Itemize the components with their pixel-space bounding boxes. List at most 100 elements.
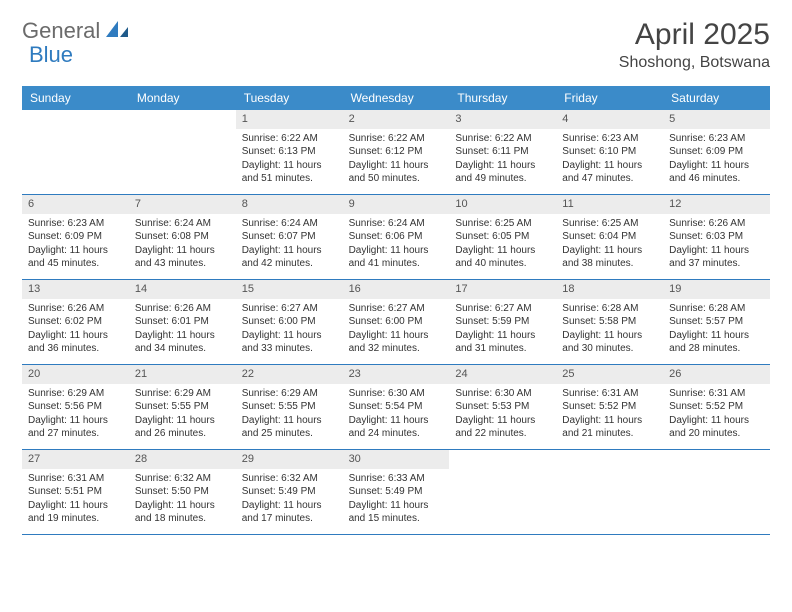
sunrise-text: Sunrise: 6:27 AM (455, 302, 550, 316)
sunset-text: Sunset: 5:59 PM (455, 315, 550, 329)
logo: General (22, 18, 132, 44)
sunrise-text: Sunrise: 6:30 AM (349, 387, 444, 401)
day-number: 28 (129, 450, 236, 469)
day-number: 9 (343, 195, 450, 214)
cell-body: Sunrise: 6:32 AMSunset: 5:49 PMDaylight:… (236, 469, 343, 530)
logo-text-a: General (22, 18, 100, 44)
sunset-text: Sunset: 6:05 PM (455, 230, 550, 244)
sunrise-text: Sunrise: 6:22 AM (242, 132, 337, 146)
logo-sail-icon (104, 19, 130, 44)
cell-body: Sunrise: 6:23 AMSunset: 6:09 PMDaylight:… (663, 129, 770, 190)
cell-body: Sunrise: 6:25 AMSunset: 6:04 PMDaylight:… (556, 214, 663, 275)
day-number: 14 (129, 280, 236, 299)
calendar-cell: 14Sunrise: 6:26 AMSunset: 6:01 PMDayligh… (129, 280, 236, 364)
calendar-cell: 29Sunrise: 6:32 AMSunset: 5:49 PMDayligh… (236, 450, 343, 534)
daylight-text: Daylight: 11 hours and 45 minutes. (28, 244, 123, 271)
title-block: April 2025 Shoshong, Botswana (619, 18, 770, 72)
calendar-cell: 8 Sunrise: 6:24 AMSunset: 6:07 PMDaylight… (236, 195, 343, 279)
daylight-text: Daylight: 11 hours and 42 minutes. (242, 244, 337, 271)
day-number: 2 (343, 110, 450, 129)
calendar-cell: . (449, 450, 556, 534)
week-row: 27Sunrise: 6:31 AMSunset: 5:51 PMDayligh… (22, 450, 770, 535)
sunset-text: Sunset: 5:57 PM (669, 315, 764, 329)
cell-body: Sunrise: 6:30 AMSunset: 5:54 PMDaylight:… (343, 384, 450, 445)
day-header-cell: Friday (556, 86, 663, 110)
daylight-text: Daylight: 11 hours and 49 minutes. (455, 159, 550, 186)
cell-body: Sunrise: 6:23 AMSunset: 6:09 PMDaylight:… (22, 214, 129, 275)
sunset-text: Sunset: 5:53 PM (455, 400, 550, 414)
daylight-text: Daylight: 11 hours and 19 minutes. (28, 499, 123, 526)
calendar-cell: . (556, 450, 663, 534)
sunrise-text: Sunrise: 6:26 AM (28, 302, 123, 316)
sunrise-text: Sunrise: 6:28 AM (669, 302, 764, 316)
cell-body: Sunrise: 6:27 AMSunset: 6:00 PMDaylight:… (343, 299, 450, 360)
calendar-cell: 30Sunrise: 6:33 AMSunset: 5:49 PMDayligh… (343, 450, 450, 534)
calendar-cell: 7Sunrise: 6:24 AMSunset: 6:08 PMDaylight… (129, 195, 236, 279)
daylight-text: Daylight: 11 hours and 47 minutes. (562, 159, 657, 186)
week-row: 20Sunrise: 6:29 AMSunset: 5:56 PMDayligh… (22, 365, 770, 450)
sunrise-text: Sunrise: 6:24 AM (135, 217, 230, 231)
logo-text-b: Blue (29, 42, 73, 68)
sunset-text: Sunset: 6:13 PM (242, 145, 337, 159)
sunset-text: Sunset: 5:50 PM (135, 485, 230, 499)
sunset-text: Sunset: 6:04 PM (562, 230, 657, 244)
week-row: ..1Sunrise: 6:22 AMSunset: 6:13 PMDaylig… (22, 110, 770, 195)
sunrise-text: Sunrise: 6:32 AM (135, 472, 230, 486)
sunrise-text: Sunrise: 6:23 AM (669, 132, 764, 146)
cell-body: Sunrise: 6:27 AMSunset: 5:59 PMDaylight:… (449, 299, 556, 360)
sunrise-text: Sunrise: 6:27 AM (349, 302, 444, 316)
cell-body: Sunrise: 6:24 AMSunset: 6:06 PMDaylight:… (343, 214, 450, 275)
sunset-text: Sunset: 6:07 PM (242, 230, 337, 244)
cell-body: Sunrise: 6:23 AMSunset: 6:10 PMDaylight:… (556, 129, 663, 190)
cell-body: Sunrise: 6:32 AMSunset: 5:50 PMDaylight:… (129, 469, 236, 530)
calendar-cell: 19Sunrise: 6:28 AMSunset: 5:57 PMDayligh… (663, 280, 770, 364)
cell-body: Sunrise: 6:26 AMSunset: 6:02 PMDaylight:… (22, 299, 129, 360)
sunrise-text: Sunrise: 6:33 AM (349, 472, 444, 486)
sunrise-text: Sunrise: 6:31 AM (28, 472, 123, 486)
day-number: 3 (449, 110, 556, 129)
cell-body: Sunrise: 6:29 AMSunset: 5:55 PMDaylight:… (129, 384, 236, 445)
sunrise-text: Sunrise: 6:31 AM (562, 387, 657, 401)
sunrise-text: Sunrise: 6:24 AM (242, 217, 337, 231)
day-header-cell: Sunday (22, 86, 129, 110)
cell-body: Sunrise: 6:28 AMSunset: 5:58 PMDaylight:… (556, 299, 663, 360)
daylight-text: Daylight: 11 hours and 24 minutes. (349, 414, 444, 441)
cell-body: Sunrise: 6:31 AMSunset: 5:52 PMDaylight:… (663, 384, 770, 445)
calendar-cell: 2Sunrise: 6:22 AMSunset: 6:12 PMDaylight… (343, 110, 450, 194)
calendar-cell: 17Sunrise: 6:27 AMSunset: 5:59 PMDayligh… (449, 280, 556, 364)
calendar-cell: 6Sunrise: 6:23 AMSunset: 6:09 PMDaylight… (22, 195, 129, 279)
sunrise-text: Sunrise: 6:26 AM (135, 302, 230, 316)
day-number: 10 (449, 195, 556, 214)
sunrise-text: Sunrise: 6:23 AM (28, 217, 123, 231)
daylight-text: Daylight: 11 hours and 22 minutes. (455, 414, 550, 441)
cell-body: Sunrise: 6:33 AMSunset: 5:49 PMDaylight:… (343, 469, 450, 530)
week-row: 13Sunrise: 6:26 AMSunset: 6:02 PMDayligh… (22, 280, 770, 365)
calendar-cell: . (663, 450, 770, 534)
calendar-cell: 27Sunrise: 6:31 AMSunset: 5:51 PMDayligh… (22, 450, 129, 534)
calendar-cell: 22Sunrise: 6:29 AMSunset: 5:55 PMDayligh… (236, 365, 343, 449)
day-number: 8 (236, 195, 343, 214)
sunrise-text: Sunrise: 6:23 AM (562, 132, 657, 146)
sunset-text: Sunset: 6:10 PM (562, 145, 657, 159)
day-number: 23 (343, 365, 450, 384)
cell-body: Sunrise: 6:31 AMSunset: 5:51 PMDaylight:… (22, 469, 129, 530)
daylight-text: Daylight: 11 hours and 46 minutes. (669, 159, 764, 186)
sunset-text: Sunset: 5:52 PM (669, 400, 764, 414)
day-number: 30 (343, 450, 450, 469)
day-number: 13 (22, 280, 129, 299)
calendar-cell: 9Sunrise: 6:24 AMSunset: 6:06 PMDaylight… (343, 195, 450, 279)
calendar-cell: 28Sunrise: 6:32 AMSunset: 5:50 PMDayligh… (129, 450, 236, 534)
day-number: 12 (663, 195, 770, 214)
daylight-text: Daylight: 11 hours and 26 minutes. (135, 414, 230, 441)
calendar-cell: . (22, 110, 129, 194)
sunset-text: Sunset: 6:11 PM (455, 145, 550, 159)
cell-body: Sunrise: 6:29 AMSunset: 5:55 PMDaylight:… (236, 384, 343, 445)
sunset-text: Sunset: 6:03 PM (669, 230, 764, 244)
daylight-text: Daylight: 11 hours and 32 minutes. (349, 329, 444, 356)
day-number: 24 (449, 365, 556, 384)
day-header-cell: Thursday (449, 86, 556, 110)
calendar-cell: 1Sunrise: 6:22 AMSunset: 6:13 PMDaylight… (236, 110, 343, 194)
cell-body: Sunrise: 6:24 AMSunset: 6:08 PMDaylight:… (129, 214, 236, 275)
sunrise-text: Sunrise: 6:28 AM (562, 302, 657, 316)
calendar-cell: . (129, 110, 236, 194)
